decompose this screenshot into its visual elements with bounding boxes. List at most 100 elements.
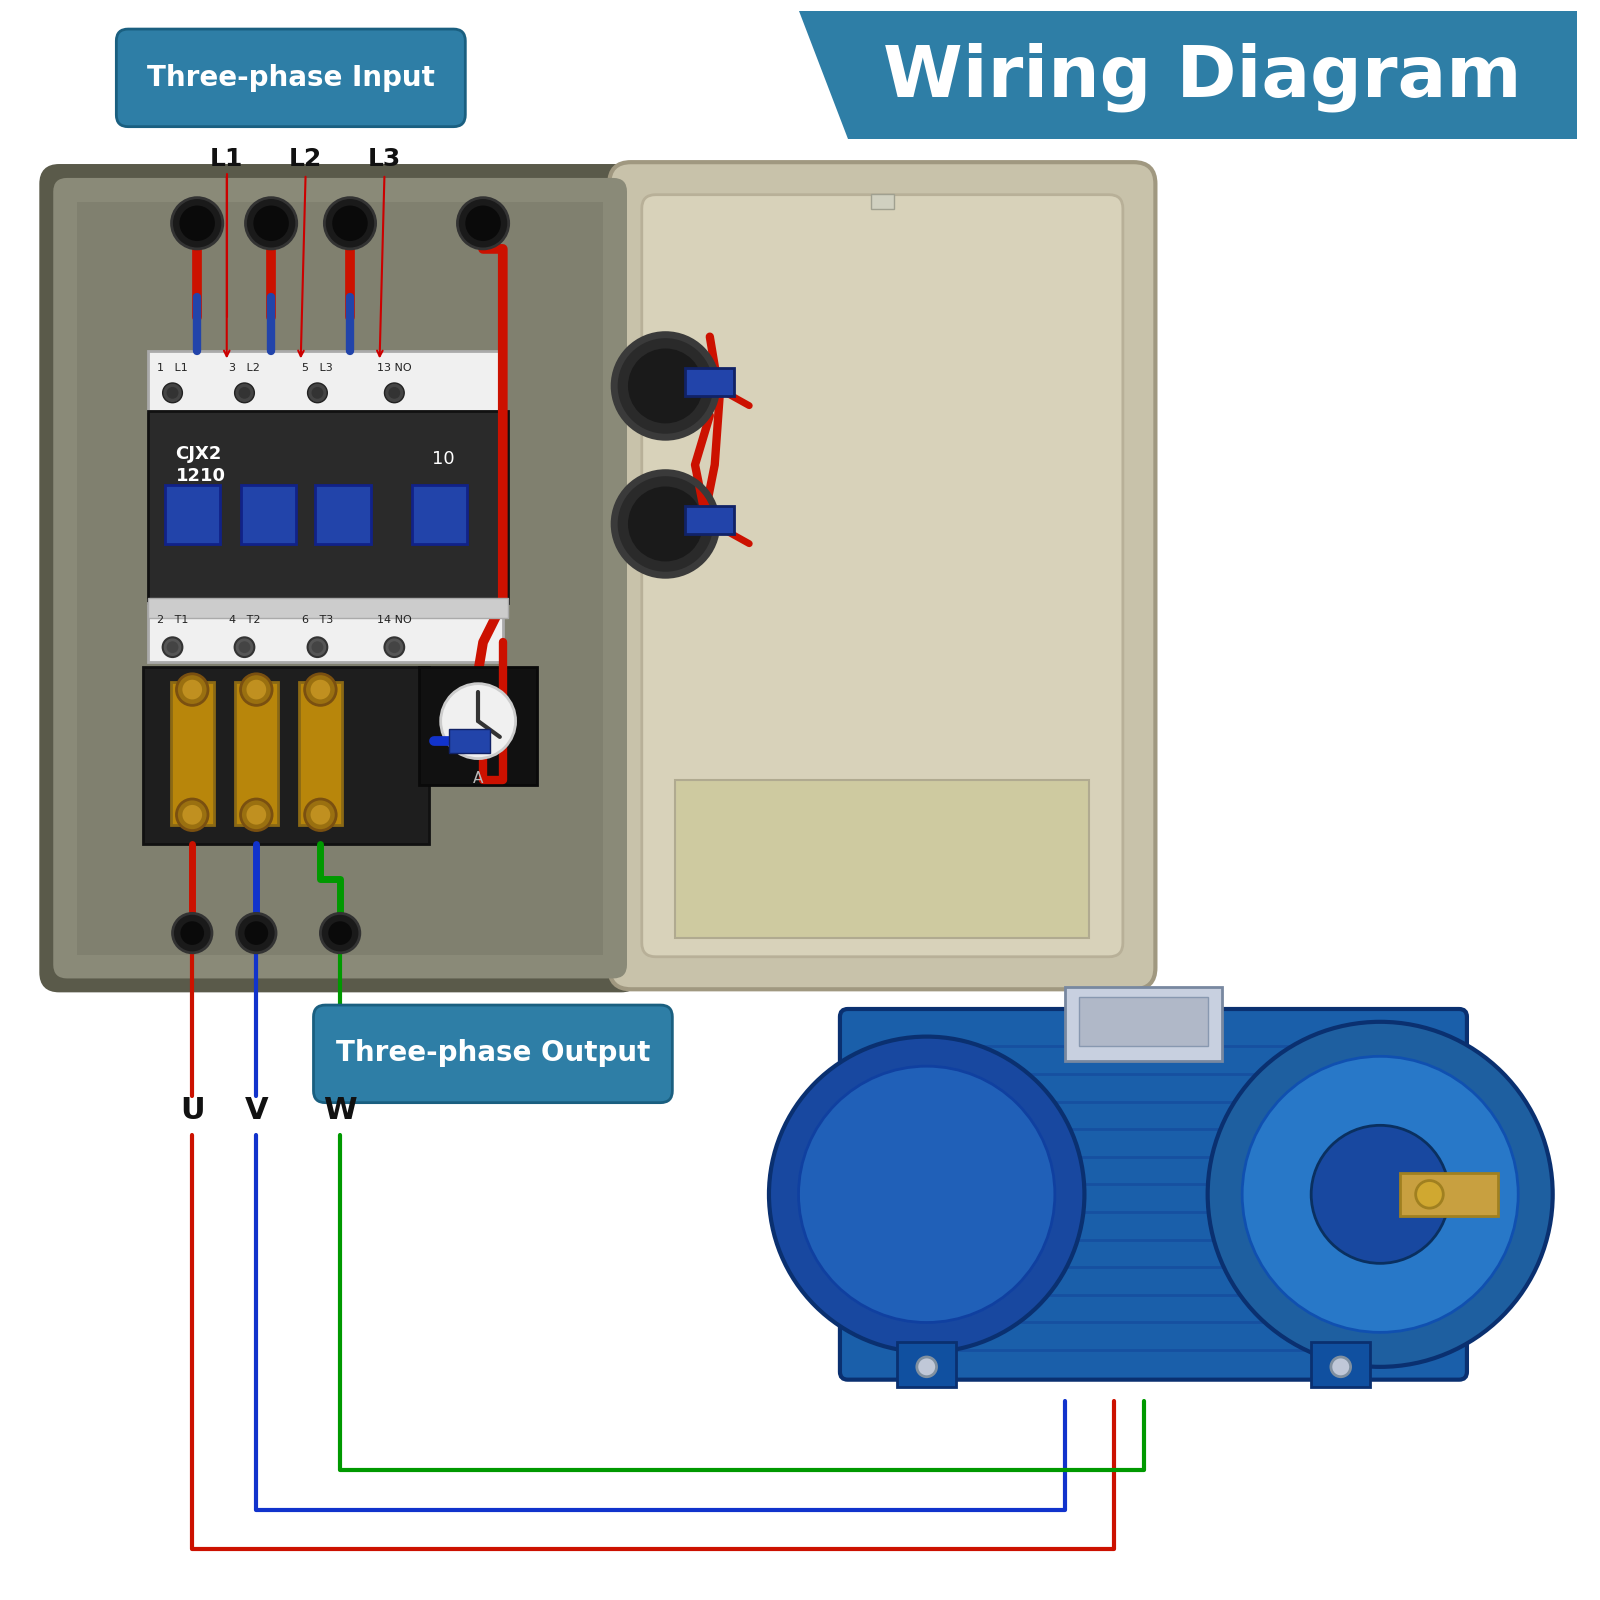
Circle shape (320, 914, 360, 954)
Text: 13 NO: 13 NO (378, 363, 411, 373)
Circle shape (240, 798, 272, 830)
Text: 4   T2: 4 T2 (229, 614, 261, 624)
Circle shape (627, 349, 702, 424)
Circle shape (304, 674, 336, 706)
Circle shape (1416, 1181, 1443, 1208)
Bar (870, 194, 894, 210)
Circle shape (312, 387, 323, 398)
Circle shape (235, 637, 254, 658)
Circle shape (384, 637, 405, 658)
Circle shape (245, 198, 296, 250)
Circle shape (389, 387, 400, 398)
Circle shape (1208, 1022, 1552, 1366)
Circle shape (171, 198, 222, 250)
Circle shape (310, 680, 330, 699)
Text: 3   L2: 3 L2 (229, 363, 259, 373)
Bar (685, 368, 734, 395)
Bar (315, 485, 371, 544)
Circle shape (798, 1066, 1054, 1323)
Circle shape (328, 922, 352, 946)
Circle shape (176, 674, 208, 706)
FancyBboxPatch shape (314, 1005, 672, 1102)
Text: 10: 10 (432, 450, 454, 469)
Bar (429, 717, 474, 755)
Circle shape (307, 382, 328, 403)
Circle shape (614, 472, 717, 576)
Bar (1064, 987, 1222, 1061)
Circle shape (166, 642, 179, 653)
Bar (165, 485, 219, 544)
Bar (685, 506, 734, 534)
Circle shape (245, 922, 269, 946)
FancyBboxPatch shape (642, 195, 1123, 957)
Circle shape (333, 205, 368, 242)
Bar (147, 352, 502, 411)
Bar (77, 202, 603, 955)
Circle shape (614, 334, 717, 437)
Circle shape (179, 205, 214, 242)
Circle shape (325, 198, 376, 250)
Bar (1080, 997, 1208, 1046)
Text: Three-phase Output: Three-phase Output (336, 1040, 650, 1067)
Circle shape (246, 805, 266, 824)
Circle shape (181, 922, 205, 946)
Circle shape (238, 642, 251, 653)
Circle shape (238, 387, 251, 398)
FancyBboxPatch shape (53, 178, 627, 979)
Circle shape (182, 805, 202, 824)
Circle shape (240, 674, 272, 706)
Bar (419, 667, 538, 786)
Circle shape (235, 382, 254, 403)
Text: 2   T1: 2 T1 (157, 614, 189, 624)
Polygon shape (798, 11, 1578, 139)
Bar (147, 411, 507, 603)
Text: 5   L3: 5 L3 (302, 363, 333, 373)
Bar (142, 667, 429, 845)
Circle shape (312, 642, 323, 653)
Bar (1400, 1173, 1499, 1216)
Circle shape (173, 914, 211, 954)
Text: L1: L1 (210, 147, 243, 171)
Text: 1210: 1210 (176, 467, 226, 485)
Text: W: W (323, 1096, 357, 1125)
Circle shape (237, 914, 277, 954)
Bar (675, 781, 1090, 938)
Bar (1310, 1342, 1370, 1387)
Circle shape (458, 198, 509, 250)
Text: CJX2: CJX2 (176, 445, 222, 462)
Text: Three-phase Input: Three-phase Input (147, 64, 435, 93)
Bar (240, 485, 296, 544)
Bar (235, 682, 278, 824)
Circle shape (1310, 1125, 1450, 1264)
Circle shape (253, 205, 290, 242)
Text: 1   L1: 1 L1 (157, 363, 187, 373)
Text: L2: L2 (290, 147, 322, 171)
Circle shape (163, 637, 182, 658)
Circle shape (917, 1357, 936, 1376)
Text: A: A (474, 771, 483, 786)
Circle shape (389, 642, 400, 653)
Bar (171, 682, 214, 824)
Bar (299, 682, 342, 824)
Text: 6   T3: 6 T3 (302, 614, 333, 624)
Text: U: U (179, 1096, 205, 1125)
Circle shape (1331, 1357, 1350, 1376)
Circle shape (466, 205, 501, 242)
Circle shape (304, 798, 336, 830)
Circle shape (1242, 1056, 1518, 1333)
Circle shape (384, 382, 405, 403)
Text: L3: L3 (368, 147, 402, 171)
Circle shape (176, 798, 208, 830)
Circle shape (440, 683, 515, 758)
Text: V: V (245, 1096, 269, 1125)
Circle shape (770, 1037, 1085, 1352)
FancyBboxPatch shape (610, 162, 1155, 989)
Circle shape (307, 637, 328, 658)
FancyBboxPatch shape (42, 166, 638, 990)
Bar (147, 598, 507, 618)
FancyBboxPatch shape (840, 1010, 1467, 1379)
FancyBboxPatch shape (117, 29, 466, 126)
Circle shape (166, 387, 179, 398)
Text: Wiring Diagram: Wiring Diagram (883, 43, 1522, 112)
Circle shape (310, 805, 330, 824)
